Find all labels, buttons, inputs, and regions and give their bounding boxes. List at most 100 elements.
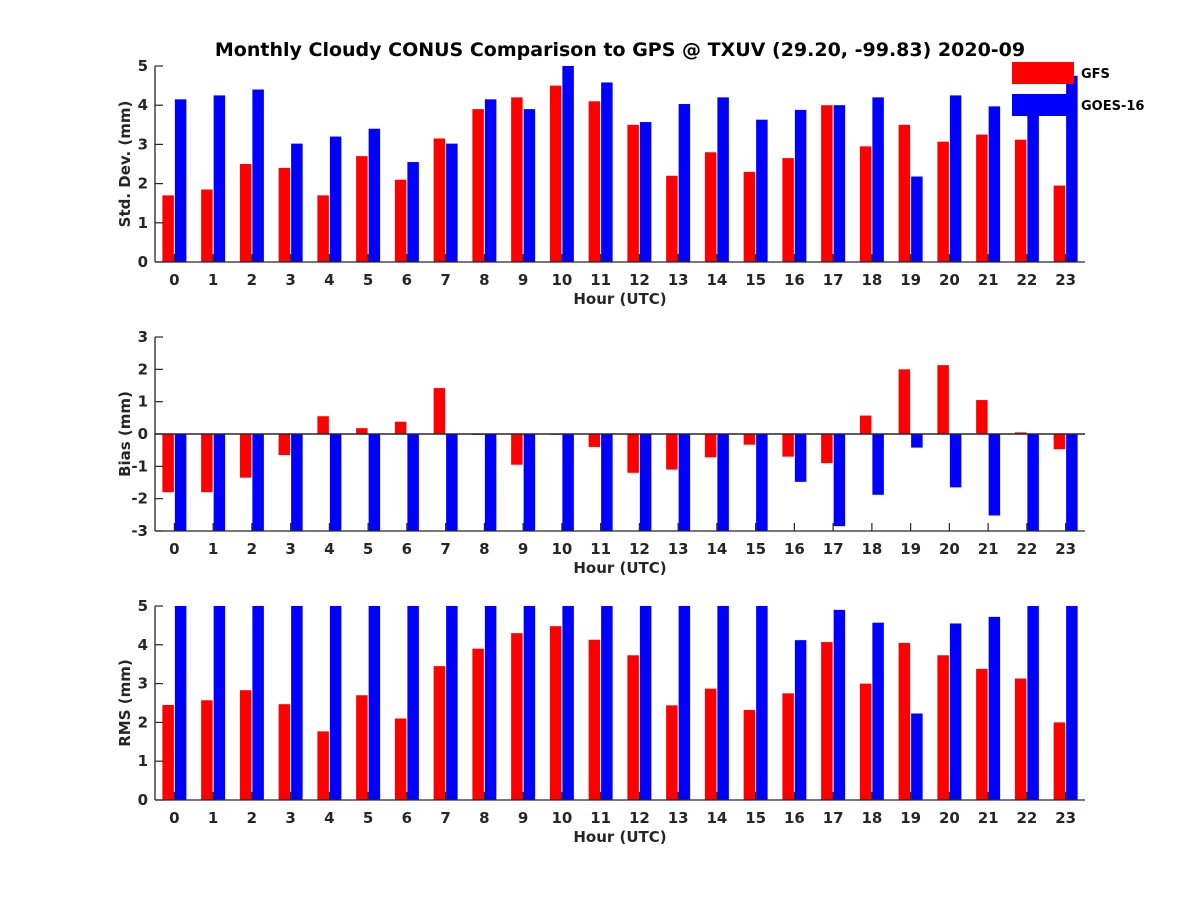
x-tick-label: 10 (551, 809, 572, 827)
x-tick-label: 14 (706, 540, 727, 558)
y-tick-label: 4 (138, 636, 148, 654)
x-tick-label: 12 (629, 809, 650, 827)
x-tick-label: 6 (402, 540, 412, 558)
bar-gfs-3 (278, 167, 291, 262)
bar-gfs-22 (1014, 432, 1027, 434)
y-tick-label: -3 (131, 522, 148, 540)
bar-gfs-13 (666, 434, 678, 470)
bar-gfs-18 (859, 415, 872, 434)
bar-gfs-22 (1014, 678, 1027, 800)
x-tick-label: 21 (978, 540, 999, 558)
x-tick-label: 1 (208, 271, 218, 289)
bar-goes-16-9 (523, 434, 536, 531)
x-tick-label: 18 (861, 271, 882, 289)
bar-goes-16-1 (213, 606, 226, 800)
bar-goes-16-8 (484, 99, 497, 262)
x-tick-label: 19 (900, 540, 921, 558)
bar-gfs-1 (201, 189, 213, 262)
bar-goes-16-0 (174, 606, 187, 800)
bar-goes-16-14 (717, 97, 729, 262)
bar-goes-16-23 (1066, 75, 1078, 262)
x-tick-label: 10 (551, 271, 572, 289)
bar-goes-16-10 (562, 606, 574, 800)
legend-swatch-goes-16 (1012, 94, 1074, 116)
bar-gfs-5 (356, 156, 368, 262)
x-tick-label: 1 (208, 540, 218, 558)
bar-goes-16-22 (1027, 101, 1039, 262)
x-tick-label: 13 (668, 271, 689, 289)
bar-gfs-15 (743, 171, 756, 262)
bar-gfs-11 (588, 639, 601, 800)
bar-goes-16-10 (562, 66, 574, 262)
bar-goes-16-14 (717, 434, 729, 531)
bar-goes-16-12 (639, 122, 652, 262)
bar-goes-16-21 (988, 106, 1001, 262)
bar-gfs-0 (162, 434, 174, 493)
bar-goes-16-4 (329, 136, 342, 262)
x-tick-label: 20 (939, 809, 960, 827)
y-axis-label: RMS (mm) (116, 659, 134, 746)
x-tick-label: 13 (668, 540, 689, 558)
bar-goes-16-21 (988, 434, 1001, 516)
bar-gfs-21 (976, 400, 988, 434)
bar-goes-16-22 (1027, 606, 1039, 800)
y-tick-label: 3 (138, 328, 148, 346)
bar-gfs-11 (588, 434, 601, 447)
x-tick-label: 0 (169, 271, 179, 289)
x-tick-label: 3 (285, 540, 295, 558)
x-tick-label: 5 (363, 540, 373, 558)
bar-goes-16-20 (949, 623, 962, 800)
bar-goes-16-18 (872, 97, 884, 262)
bar-gfs-16 (782, 158, 794, 262)
x-tick-label: 18 (861, 809, 882, 827)
y-tick-label: 1 (138, 752, 148, 770)
bar-gfs-16 (782, 693, 794, 800)
bar-goes-16-13 (678, 104, 691, 262)
bar-gfs-8 (472, 109, 484, 263)
legend-swatch-gfs (1012, 62, 1074, 84)
bar-gfs-17 (821, 642, 833, 800)
bar-goes-16-1 (213, 434, 226, 531)
bar-goes-16-15 (756, 119, 768, 262)
bar-gfs-17 (821, 105, 833, 262)
bar-gfs-18 (859, 683, 872, 800)
y-tick-label: 2 (138, 360, 148, 378)
x-tick-label: 2 (247, 809, 257, 827)
legend-label-gfs: GFS (1081, 67, 1110, 82)
bar-goes-16-10 (562, 434, 574, 531)
bar-gfs-15 (743, 434, 756, 445)
bar-gfs-0 (162, 195, 174, 262)
bar-gfs-4 (317, 416, 329, 434)
x-tick-label: 23 (1055, 540, 1076, 558)
y-tick-label: 0 (138, 791, 148, 809)
bar-goes-16-6 (407, 606, 419, 800)
bar-gfs-6 (394, 718, 407, 800)
x-tick-label: 15 (745, 271, 766, 289)
bar-goes-16-23 (1066, 606, 1078, 800)
bar-gfs-19 (898, 124, 911, 262)
x-tick-label: 15 (745, 540, 766, 558)
bar-goes-16-12 (639, 606, 652, 800)
x-tick-label: 5 (363, 271, 373, 289)
bar-gfs-17 (821, 434, 833, 464)
x-tick-label: 9 (518, 540, 528, 558)
x-tick-label: 23 (1055, 271, 1076, 289)
bar-gfs-18 (859, 146, 872, 262)
x-tick-label: 22 (1016, 809, 1037, 827)
x-tick-label: 17 (823, 271, 844, 289)
bar-goes-16-17 (833, 105, 846, 262)
bar-gfs-7 (433, 666, 446, 800)
bar-gfs-19 (898, 369, 911, 434)
x-tick-label: 13 (668, 809, 689, 827)
x-tick-label: 12 (629, 271, 650, 289)
bar-goes-16-3 (291, 143, 303, 262)
bar-gfs-15 (743, 709, 756, 800)
x-tick-label: 6 (402, 809, 412, 827)
x-tick-label: 23 (1055, 809, 1076, 827)
bar-gfs-11 (588, 101, 601, 262)
y-tick-label: 2 (138, 175, 148, 193)
